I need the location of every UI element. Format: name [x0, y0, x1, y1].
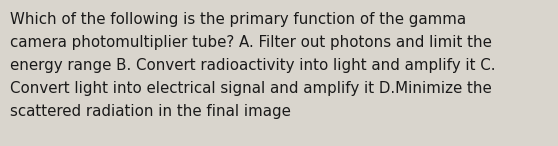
Text: Which of the following is the primary function of the gamma: Which of the following is the primary fu…: [10, 12, 466, 27]
Text: Convert light into electrical signal and amplify it D.Minimize the: Convert light into electrical signal and…: [10, 81, 492, 96]
Text: energy range B. Convert radioactivity into light and amplify it C.: energy range B. Convert radioactivity in…: [10, 58, 496, 73]
Text: scattered radiation in the final image: scattered radiation in the final image: [10, 104, 291, 119]
Text: camera photomultiplier tube? A. Filter out photons and limit the: camera photomultiplier tube? A. Filter o…: [10, 35, 492, 50]
